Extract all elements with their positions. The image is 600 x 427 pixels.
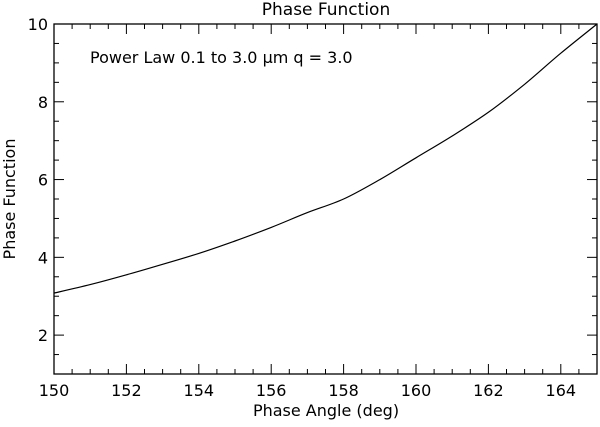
x-tick-label: 164: [546, 381, 577, 400]
annotation-label: Power Law 0.1 to 3.0 μm q = 3.0: [90, 48, 353, 67]
y-tick-label: 4: [38, 248, 48, 267]
x-axis-label: Phase Angle (deg): [253, 401, 399, 420]
y-axis-label: Phase Function: [0, 139, 19, 260]
plot-frame: [53, 23, 598, 375]
x-axis-ticks: [53, 24, 598, 374]
y-axis-ticks: [54, 23, 597, 375]
data-series-line: [53, 23, 598, 294]
x-tick-label: 150: [39, 381, 70, 400]
chart-title: Phase Function: [262, 0, 390, 20]
y-tick-label: 10: [28, 15, 48, 34]
y-tick-label: 8: [38, 93, 48, 112]
x-tick-label: 160: [401, 381, 432, 400]
x-tick-label: 158: [328, 381, 359, 400]
y-tick-label: 2: [38, 326, 48, 345]
x-tick-label: 162: [473, 381, 504, 400]
y-tick-label: 6: [38, 171, 48, 190]
x-tick-label: 154: [184, 381, 215, 400]
x-axis-tick-labels: 150 152 154 156 158 160 162 164: [39, 381, 576, 400]
y-axis-tick-labels: 2 4 6 8 10: [28, 15, 48, 345]
x-tick-label: 156: [256, 381, 287, 400]
x-tick-label: 152: [111, 381, 142, 400]
